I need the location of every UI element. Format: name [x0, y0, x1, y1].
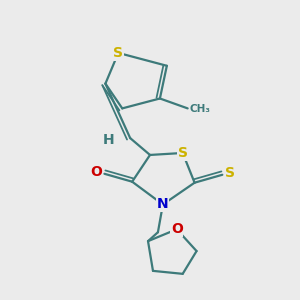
Text: CH₃: CH₃ — [190, 104, 211, 114]
Text: S: S — [113, 46, 123, 60]
Text: H: H — [103, 133, 114, 147]
Text: S: S — [178, 146, 188, 160]
Text: S: S — [225, 166, 235, 180]
Text: N: N — [157, 197, 169, 212]
Text: O: O — [91, 165, 102, 179]
Text: O: O — [171, 222, 183, 236]
